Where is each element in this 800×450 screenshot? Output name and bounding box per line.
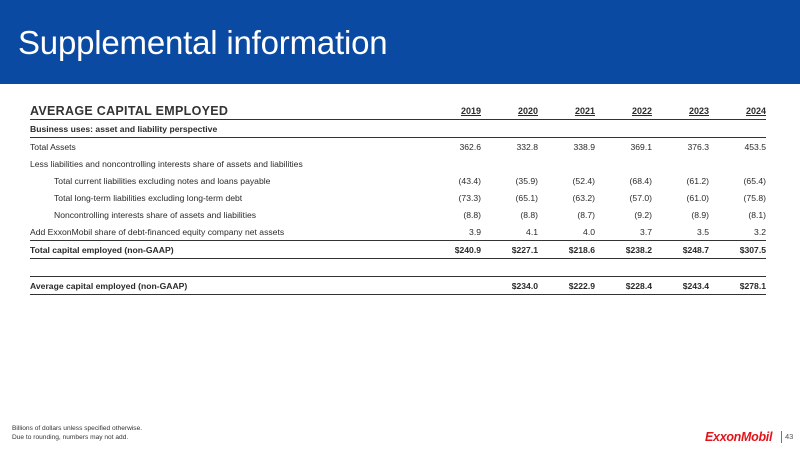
cell-value: (8.1) (748, 209, 766, 220)
cell-value: $278.1 (709, 276, 766, 295)
cell-value: (8.7) (577, 209, 595, 220)
cell-value: $228.4 (595, 276, 652, 295)
cell-value: $240.9 (424, 240, 481, 259)
year-header: 2020 (481, 102, 538, 120)
cell-value: 3.2 (754, 226, 766, 237)
cell-value: (43.4) (458, 175, 481, 186)
cell-value: (65.1) (515, 192, 538, 203)
table-row: Total current liabilities excluding note… (30, 172, 766, 189)
cell-value: $248.7 (652, 240, 709, 259)
table-row: Total long-term liabilities excluding lo… (30, 189, 766, 206)
cell-value: (61.0) (686, 192, 709, 203)
cell-value: (68.4) (629, 175, 652, 186)
row-label: Total Assets (30, 137, 424, 155)
cell-value: 4.1 (526, 226, 538, 237)
table-row: Noncontrolling interests share of assets… (30, 206, 766, 223)
cell-value: (8.8) (520, 209, 538, 220)
cell-value: 3.5 (697, 226, 709, 237)
cell-value: 3.9 (469, 226, 481, 237)
row-label: Total current liabilities excluding note… (54, 175, 271, 186)
total-row: Total capital employed (non-GAAP) $240.9… (30, 240, 766, 259)
page-number: 43 (785, 432, 794, 441)
title-banner: Supplemental information (0, 0, 800, 84)
cell-value: (9.2) (634, 209, 652, 220)
cell-value: (52.4) (572, 175, 595, 186)
section-label: Business uses: asset and liability persp… (30, 123, 218, 134)
cell-value: 4.0 (583, 226, 595, 237)
year-header: 2019 (424, 102, 481, 120)
table-row: Total Assets 362.6 332.8 338.9 369.1 376… (30, 137, 766, 155)
page-number-divider (781, 431, 782, 443)
cell-value: (61.2) (686, 175, 709, 186)
average-row: Average capital employed (non-GAAP) $234… (30, 276, 766, 295)
cell-value: $227.1 (481, 240, 538, 259)
cell-value (424, 276, 481, 295)
table-row: Add ExxonMobil share of debt-financed eq… (30, 223, 766, 241)
year-header: 2024 (709, 102, 766, 120)
cell-value: 3.7 (640, 226, 652, 237)
row-label: Less liabilities and noncontrolling inte… (30, 158, 303, 169)
cell-value: (57.0) (629, 192, 652, 203)
footnote-line: Billions of dollars unless specified oth… (12, 425, 143, 432)
cell-value: (73.3) (458, 192, 481, 203)
table-row: Less liabilities and noncontrolling inte… (30, 155, 766, 172)
cell-value: 453.5 (709, 137, 766, 155)
page-title: Supplemental information (18, 24, 388, 61)
cell-value: (75.8) (743, 192, 766, 203)
row-label: Average capital employed (non-GAAP) (30, 276, 424, 295)
cell-value: $218.6 (538, 240, 595, 259)
cell-value: (8.8) (463, 209, 481, 220)
cell-value: (65.4) (743, 175, 766, 186)
footnote-line: Due to rounding, numbers may not add. (12, 434, 129, 441)
year-header: 2022 (595, 102, 652, 120)
cell-value: 332.8 (481, 137, 538, 155)
row-label: Noncontrolling interests share of assets… (54, 209, 257, 220)
row-label: Total long-term liabilities excluding lo… (54, 192, 243, 203)
cell-value: 338.9 (538, 137, 595, 155)
footnote: Billions of dollars unless specified oth… (12, 424, 142, 442)
row-label: Add ExxonMobil share of debt-financed eq… (30, 226, 285, 237)
section-header-row: Business uses: asset and liability persp… (30, 120, 766, 138)
cell-value: (35.9) (515, 175, 538, 186)
cell-value: (63.2) (572, 192, 595, 203)
year-header: 2021 (538, 102, 595, 120)
cell-value: 362.6 (424, 137, 481, 155)
spacer-row (30, 259, 766, 277)
capital-employed-table: AVERAGE CAPITAL EMPLOYED 2019 2020 2021 … (30, 102, 766, 295)
exxonmobil-logo: ExxonMobil (705, 430, 773, 444)
cell-value: $243.4 (652, 276, 709, 295)
cell-value: $307.5 (709, 240, 766, 259)
cell-value: 369.1 (595, 137, 652, 155)
cell-value: $234.0 (481, 276, 538, 295)
year-header: 2023 (652, 102, 709, 120)
cell-value: $222.9 (538, 276, 595, 295)
row-label: Total capital employed (non-GAAP) (30, 240, 424, 259)
cell-value: $238.2 (595, 240, 652, 259)
cell-value: 376.3 (652, 137, 709, 155)
cell-value: (8.9) (691, 209, 709, 220)
table-title: AVERAGE CAPITAL EMPLOYED (30, 102, 424, 120)
table-header-row: AVERAGE CAPITAL EMPLOYED 2019 2020 2021 … (30, 102, 766, 120)
